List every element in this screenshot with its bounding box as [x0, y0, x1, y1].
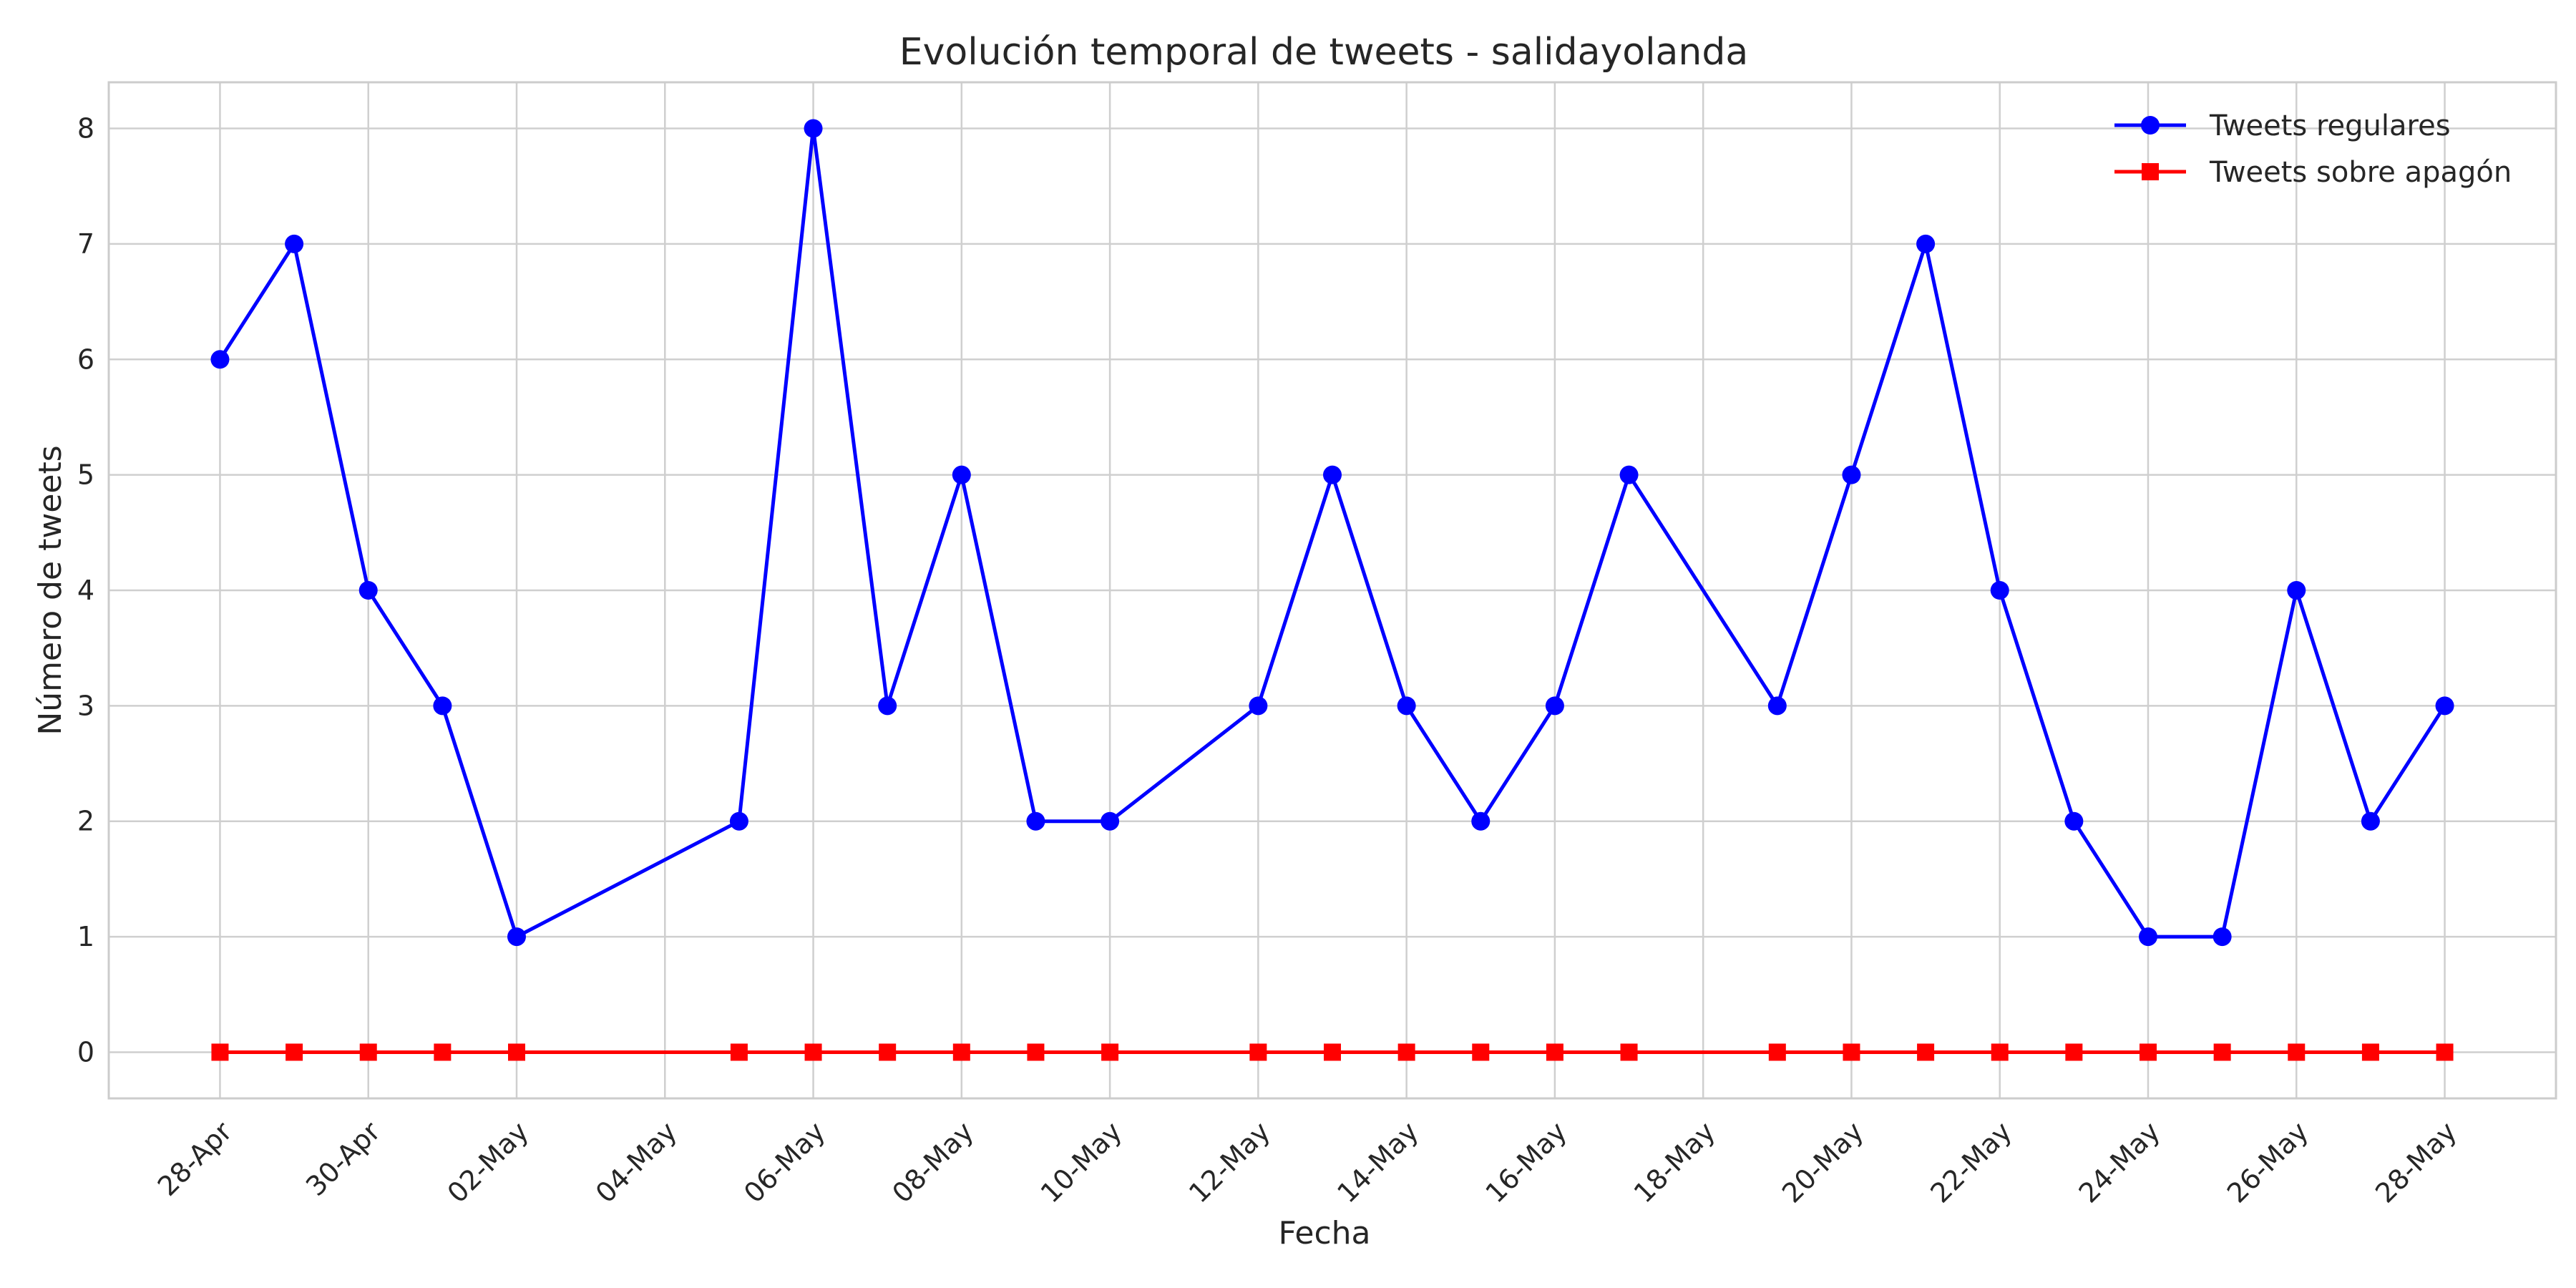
data-point	[2139, 927, 2157, 947]
data-point	[2435, 696, 2454, 716]
x-axis-label: Fecha	[1278, 1215, 1370, 1252]
data-point	[1101, 1043, 1119, 1061]
legend-item: Tweets regulares	[2114, 109, 2451, 142]
data-point	[210, 350, 230, 369]
data-point	[1916, 234, 1936, 253]
data-point	[2140, 1043, 2157, 1061]
y-axis-label: Número de tweets	[32, 445, 69, 735]
y-tick-label: 2	[77, 806, 94, 837]
x-tick-label: 08-May	[886, 1116, 980, 1209]
x-tick-label: 28-May	[2369, 1116, 2463, 1209]
data-point	[1397, 1043, 1415, 1061]
y-axis-ticks: 0 1 2 3 4 5 6 7 8	[77, 113, 94, 1068]
data-point	[952, 1043, 970, 1061]
data-point	[804, 1043, 822, 1061]
data-point	[1397, 696, 1416, 716]
data-point	[1249, 696, 1268, 716]
y-tick-label: 3	[77, 690, 94, 721]
x-tick-label: 30-Apr	[300, 1116, 386, 1202]
data-point	[1990, 581, 2009, 600]
chart-title: Evolución temporal de tweets - salidayol…	[899, 31, 1748, 74]
data-point	[2361, 811, 2380, 831]
x-tick-label: 28-Apr	[152, 1116, 238, 1202]
data-point	[2436, 1043, 2454, 1061]
x-tick-label: 14-May	[1331, 1116, 1425, 1209]
data-point	[878, 696, 897, 716]
x-tick-label: 18-May	[1628, 1116, 1722, 1209]
data-point	[359, 1043, 377, 1061]
data-point	[211, 1043, 229, 1061]
data-point	[730, 1043, 748, 1061]
series-layer	[210, 119, 2454, 1061]
legend-item: Tweets sobre apagón	[2114, 156, 2512, 189]
x-tick-label: 24-May	[2073, 1116, 2167, 1209]
legend-label: Tweets regulares	[2209, 109, 2451, 142]
data-point	[2065, 1043, 2083, 1061]
data-point	[1546, 1043, 1563, 1061]
data-point	[1323, 465, 1342, 484]
plot-frame	[107, 81, 2557, 1100]
data-point	[2288, 1043, 2306, 1061]
data-point	[508, 1043, 525, 1061]
x-tick-label: 26-May	[2221, 1116, 2315, 1209]
x-tick-label: 20-May	[1776, 1116, 1870, 1209]
data-point	[1249, 1043, 1267, 1061]
data-point	[2287, 581, 2306, 600]
data-point	[729, 811, 748, 831]
data-point	[1843, 1043, 1860, 1061]
legend-marker	[2142, 163, 2159, 180]
y-tick-label: 6	[77, 343, 94, 375]
data-point	[1917, 1043, 1935, 1061]
x-tick-label: 02-May	[441, 1116, 535, 1209]
legend: Tweets regulares Tweets sobre apagón	[2114, 109, 2512, 189]
data-point	[1101, 811, 1120, 831]
data-point	[1620, 1043, 1638, 1061]
data-point	[804, 119, 823, 138]
data-point	[1768, 1043, 1786, 1061]
series-line	[218, 127, 2446, 939]
data-point	[1472, 1043, 1490, 1061]
data-point	[1471, 811, 1491, 831]
legend-label: Tweets sobre apagón	[2209, 156, 2512, 189]
legend-marker	[2141, 116, 2160, 135]
data-point	[1545, 696, 1564, 716]
x-tick-label: 06-May	[738, 1116, 831, 1209]
x-tick-label: 04-May	[590, 1116, 683, 1209]
data-point	[2212, 927, 2232, 947]
grid	[109, 82, 2556, 1098]
y-tick-label: 1	[77, 921, 94, 952]
data-point	[2361, 1043, 2379, 1061]
data-point	[2064, 811, 2084, 831]
data-point	[1026, 811, 1045, 831]
data-point	[358, 581, 378, 600]
series-2	[211, 1043, 2454, 1061]
data-point	[286, 1043, 303, 1061]
y-tick-label: 8	[77, 113, 94, 145]
data-point	[434, 1043, 452, 1061]
data-point	[879, 1043, 897, 1061]
y-tick-label: 7	[77, 228, 94, 260]
x-tick-label: 12-May	[1183, 1116, 1277, 1209]
x-axis-ticks: 28-Apr 30-Apr 02-May 04-May 06-May 08-May 10-M…	[152, 1116, 2463, 1209]
data-point	[952, 465, 971, 484]
y-tick-label: 5	[77, 459, 94, 491]
data-point	[433, 696, 452, 716]
y-tick-label: 0	[77, 1036, 94, 1068]
series-1	[210, 119, 2454, 947]
data-point	[2213, 1043, 2231, 1061]
data-point	[1842, 465, 1861, 484]
data-point	[1619, 465, 1639, 484]
x-tick-label: 16-May	[1480, 1116, 1574, 1209]
data-point	[1027, 1043, 1045, 1061]
data-point	[1991, 1043, 2009, 1061]
data-point	[1767, 696, 1787, 716]
data-point	[285, 234, 304, 253]
data-point	[507, 927, 526, 947]
data-point	[1324, 1043, 1341, 1061]
y-tick-label: 4	[77, 575, 94, 606]
x-tick-label: 10-May	[1035, 1116, 1128, 1209]
x-tick-label: 22-May	[1924, 1116, 2018, 1209]
